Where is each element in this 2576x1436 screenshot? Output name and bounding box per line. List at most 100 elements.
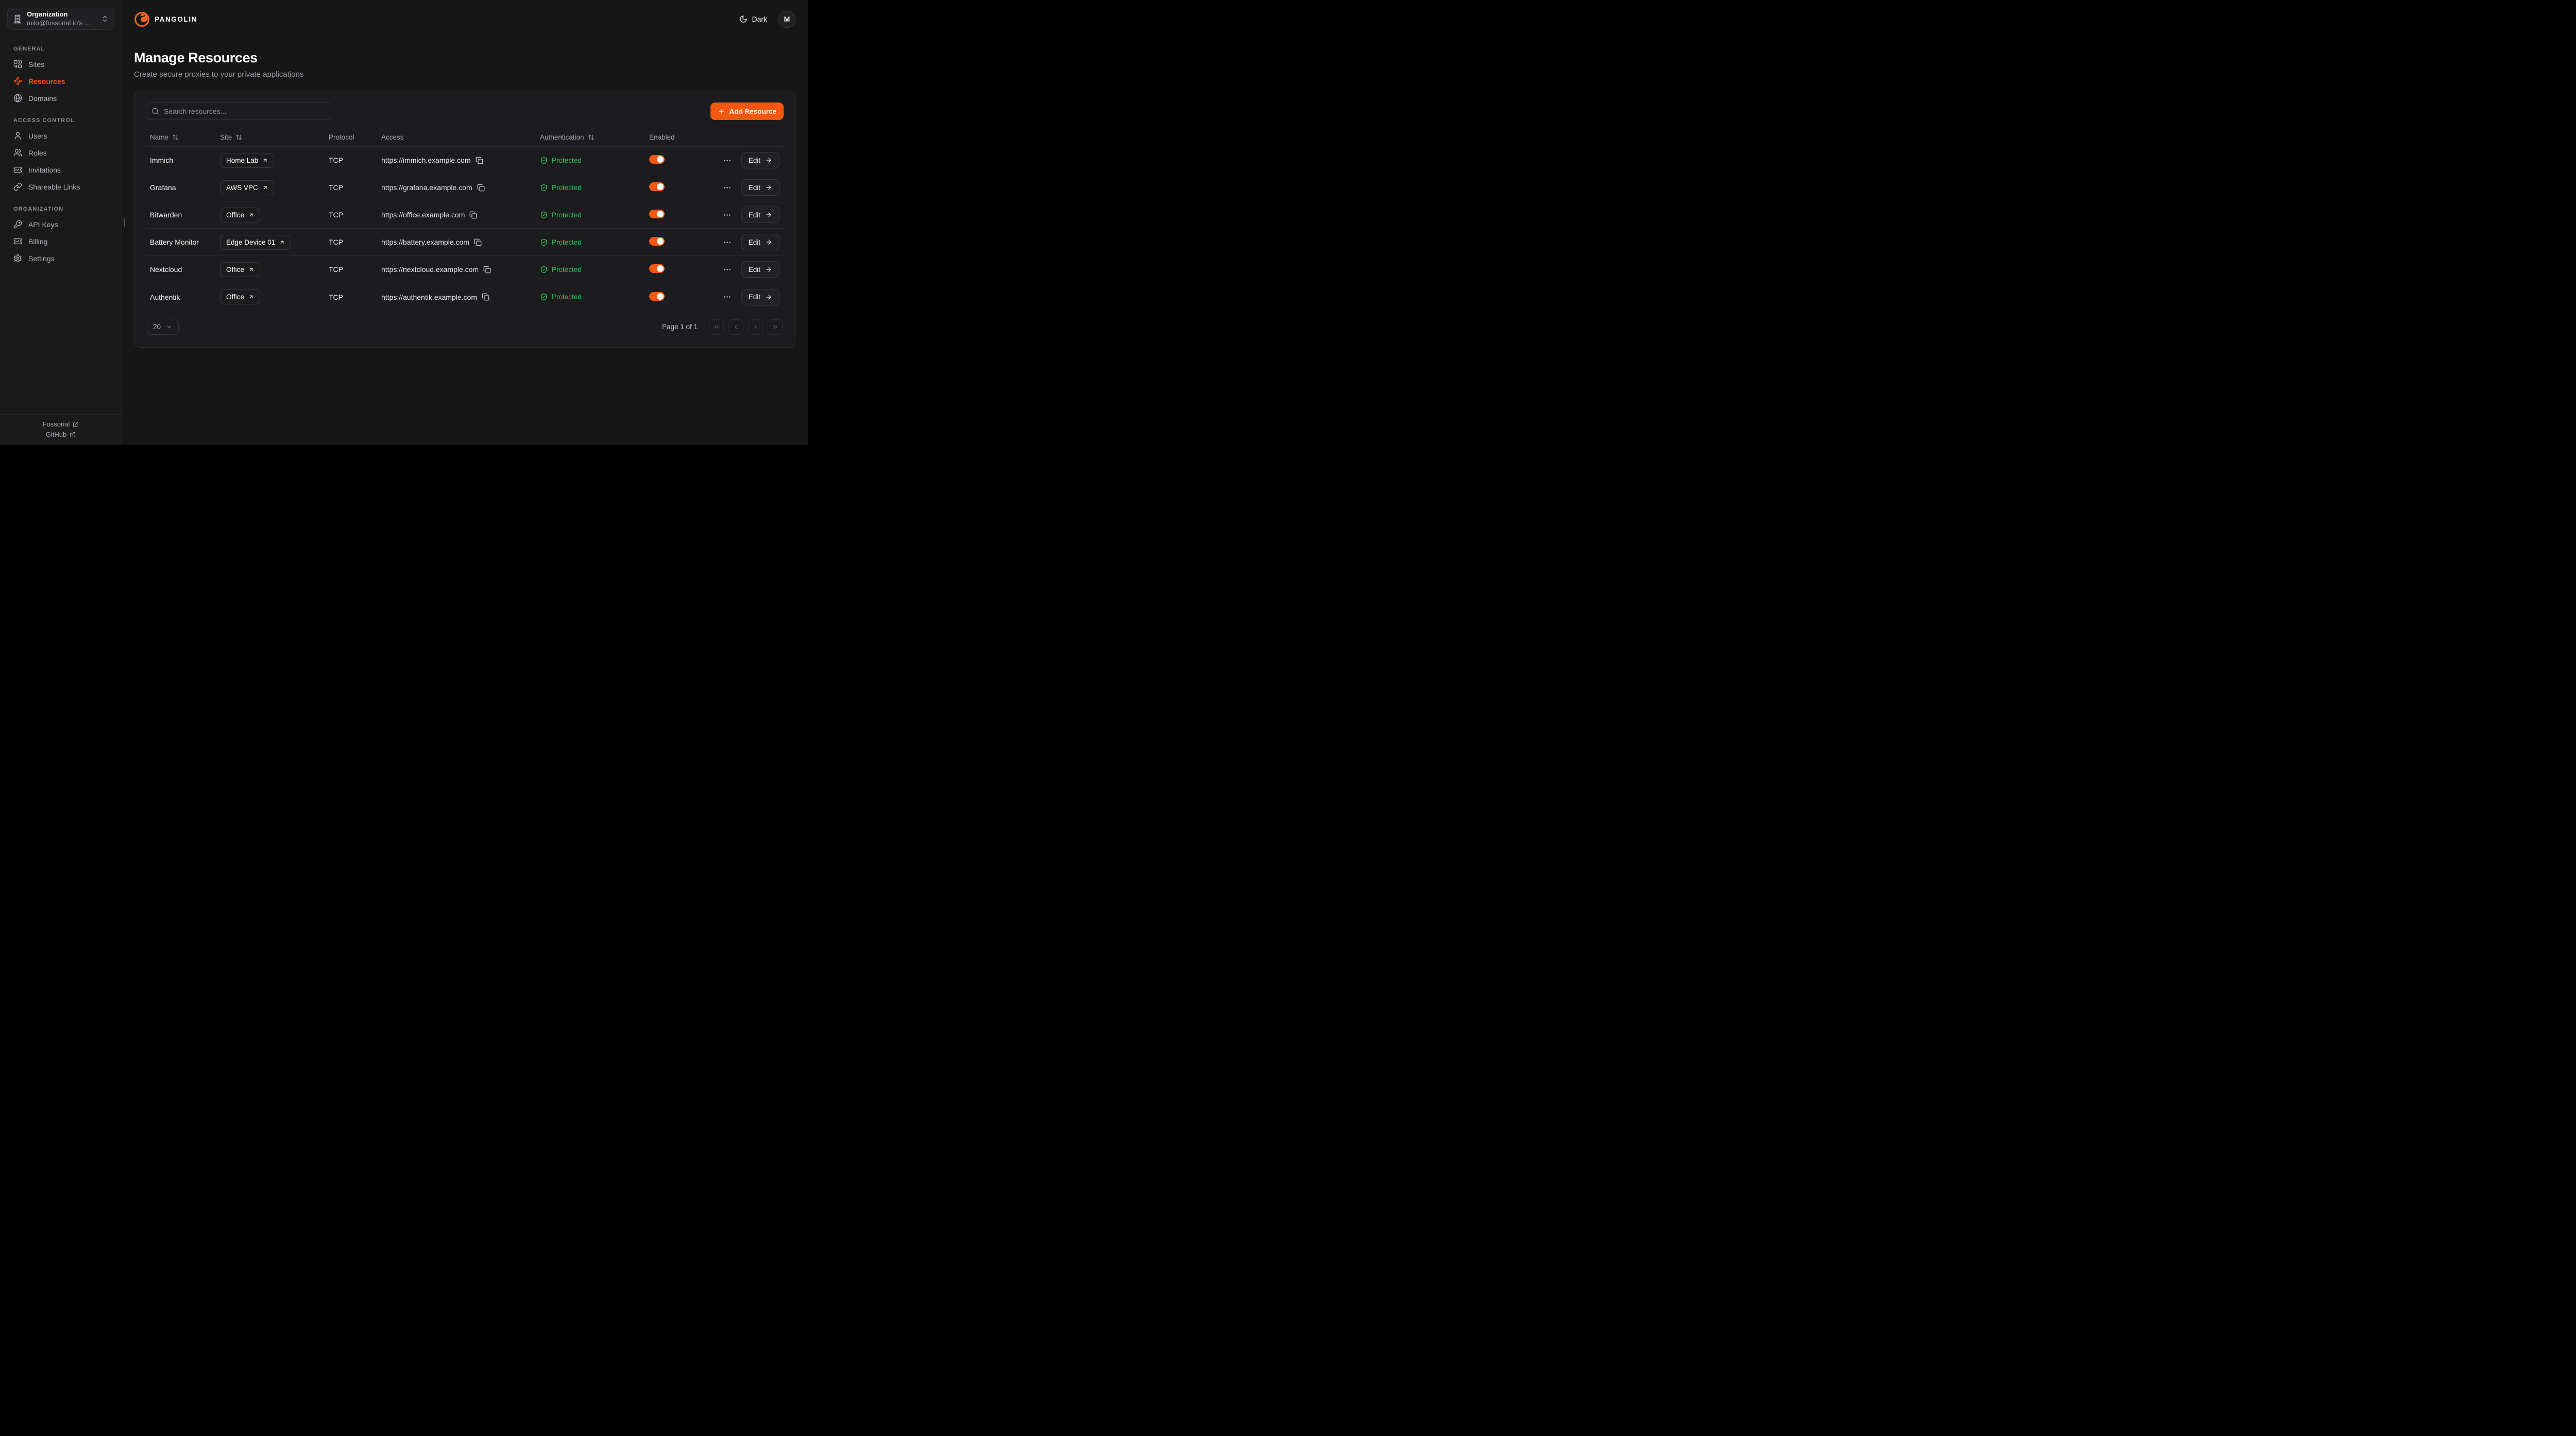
- edit-button[interactable]: Edit: [741, 152, 779, 168]
- arrow-up-right-icon: [279, 240, 285, 245]
- edit-button[interactable]: Edit: [741, 179, 779, 196]
- table-row: Bitwarden Office TCP https://office.exam…: [146, 201, 784, 229]
- sidebar-item-invitations[interactable]: Invitations: [6, 161, 115, 178]
- row-more-button[interactable]: [721, 264, 733, 276]
- toggle-knob: [657, 265, 664, 272]
- last-page-button[interactable]: [768, 319, 783, 335]
- site-link-button[interactable]: AWS VPC: [220, 180, 274, 195]
- sort-icon: [172, 134, 179, 141]
- arrow-right-icon: [765, 266, 772, 273]
- sort-icon: [235, 134, 242, 141]
- moon-icon: [739, 15, 748, 23]
- auth-status: Protected: [552, 238, 582, 246]
- org-selector[interactable]: Organization milo@fossorial.io's ...: [7, 8, 114, 30]
- column-header-site[interactable]: Site: [220, 133, 329, 141]
- site-link-button[interactable]: Office: [220, 289, 261, 304]
- copy-url-button[interactable]: [483, 266, 491, 273]
- enabled-toggle[interactable]: [649, 182, 665, 191]
- sidebar-item-billing[interactable]: Billing: [6, 233, 115, 250]
- row-more-button[interactable]: [721, 155, 733, 166]
- sidebar-item-label: Users: [28, 131, 47, 140]
- row-more-button[interactable]: [721, 182, 733, 194]
- row-more-button[interactable]: [721, 236, 733, 248]
- sidebar-item-domains[interactable]: Domains: [6, 90, 115, 107]
- enabled-toggle[interactable]: [649, 210, 665, 218]
- card-toolbar: Add Resource: [146, 102, 784, 120]
- add-resource-button[interactable]: Add Resource: [710, 102, 784, 120]
- resource-name: Nextcloud: [150, 265, 182, 273]
- first-page-button[interactable]: [709, 319, 724, 335]
- brand[interactable]: PANGOLIN: [134, 11, 197, 27]
- edit-button[interactable]: Edit: [741, 234, 779, 250]
- edit-button[interactable]: Edit: [741, 288, 779, 305]
- enabled-toggle[interactable]: [649, 155, 665, 164]
- chevron-down-icon: [166, 323, 173, 330]
- row-more-button[interactable]: [721, 291, 733, 303]
- table-header: Name Site Protocol Access Authentication: [146, 128, 784, 147]
- shield-check-icon: [540, 211, 548, 219]
- page-indicator: Page 1 of 1: [662, 323, 698, 331]
- next-page-button[interactable]: [748, 319, 763, 335]
- access-url: https://authentik.example.com: [381, 293, 477, 301]
- edit-button[interactable]: Edit: [741, 261, 779, 278]
- fossorial-link[interactable]: Fossorial: [43, 420, 79, 428]
- column-header-authentication[interactable]: Authentication: [540, 133, 649, 141]
- site-link-button[interactable]: Office: [220, 207, 261, 223]
- site-link-button[interactable]: Home Lab: [220, 152, 275, 168]
- ticket-check-icon: [13, 165, 22, 174]
- avatar[interactable]: M: [778, 10, 795, 28]
- column-label: Authentication: [540, 133, 584, 141]
- prev-page-button[interactable]: [728, 319, 743, 335]
- sidebar-item-roles[interactable]: Roles: [6, 144, 115, 161]
- sidebar-item-shareable-links[interactable]: Shareable Links: [6, 178, 115, 195]
- page-size-select[interactable]: 20: [147, 319, 179, 335]
- edit-button[interactable]: Edit: [741, 207, 779, 223]
- globe-icon: [13, 94, 22, 102]
- enabled-toggle[interactable]: [649, 264, 665, 273]
- link-label: GitHub: [45, 431, 67, 438]
- search-box: [146, 102, 331, 120]
- edit-label: Edit: [748, 156, 760, 164]
- toggle-knob: [657, 293, 664, 300]
- table-row: Immich Home Lab TCP https://immich.examp…: [146, 147, 784, 174]
- resources-card: Add Resource Name Site Protocol Access: [134, 91, 795, 348]
- site-link-button[interactable]: Office: [220, 262, 261, 277]
- enabled-toggle[interactable]: [649, 292, 665, 301]
- edit-label: Edit: [748, 183, 760, 192]
- row-more-button[interactable]: [721, 209, 733, 221]
- sidebar-item-settings[interactable]: Settings: [6, 250, 115, 267]
- column-label: Site: [220, 133, 232, 141]
- column-header-name[interactable]: Name: [150, 133, 220, 141]
- receipt-check-icon: [13, 237, 22, 246]
- sidebar-item-label: Billing: [28, 237, 48, 246]
- page-subtitle: Create secure proxies to your private ap…: [134, 70, 304, 79]
- shield-check-icon: [540, 157, 548, 164]
- sidebar-resize-handle[interactable]: [124, 218, 125, 227]
- search-input[interactable]: [146, 102, 331, 120]
- site-name: Office: [226, 265, 245, 273]
- sidebar-item-api-keys[interactable]: API Keys: [6, 216, 115, 233]
- site-link-button[interactable]: Edge Device 01: [220, 234, 292, 250]
- avatar-initial: M: [784, 15, 790, 23]
- arrow-right-icon: [765, 184, 772, 191]
- waypoints-icon: [13, 77, 22, 86]
- protocol-value: TCP: [329, 211, 343, 219]
- sidebar-item-resources[interactable]: Resources: [6, 73, 115, 90]
- access-url: https://office.example.com: [381, 211, 465, 219]
- protocol-value: TCP: [329, 265, 343, 273]
- enabled-toggle[interactable]: [649, 237, 665, 246]
- pagination-bar: 20 Page 1 of 1: [146, 319, 784, 335]
- theme-toggle-button[interactable]: Dark: [739, 15, 767, 23]
- site-name: Office: [226, 293, 245, 301]
- column-header-enabled: Enabled: [649, 133, 711, 141]
- sidebar-item-sites[interactable]: Sites: [6, 56, 115, 73]
- copy-url-button[interactable]: [482, 293, 489, 301]
- copy-url-button[interactable]: [476, 157, 483, 164]
- copy-url-button[interactable]: [474, 238, 482, 246]
- sidebar-item-users[interactable]: Users: [6, 127, 115, 144]
- page-title: Manage Resources: [134, 50, 258, 65]
- copy-url-button[interactable]: [469, 211, 477, 219]
- copy-url-button[interactable]: [477, 184, 485, 192]
- github-link[interactable]: GitHub: [46, 431, 76, 438]
- edit-label: Edit: [748, 238, 760, 246]
